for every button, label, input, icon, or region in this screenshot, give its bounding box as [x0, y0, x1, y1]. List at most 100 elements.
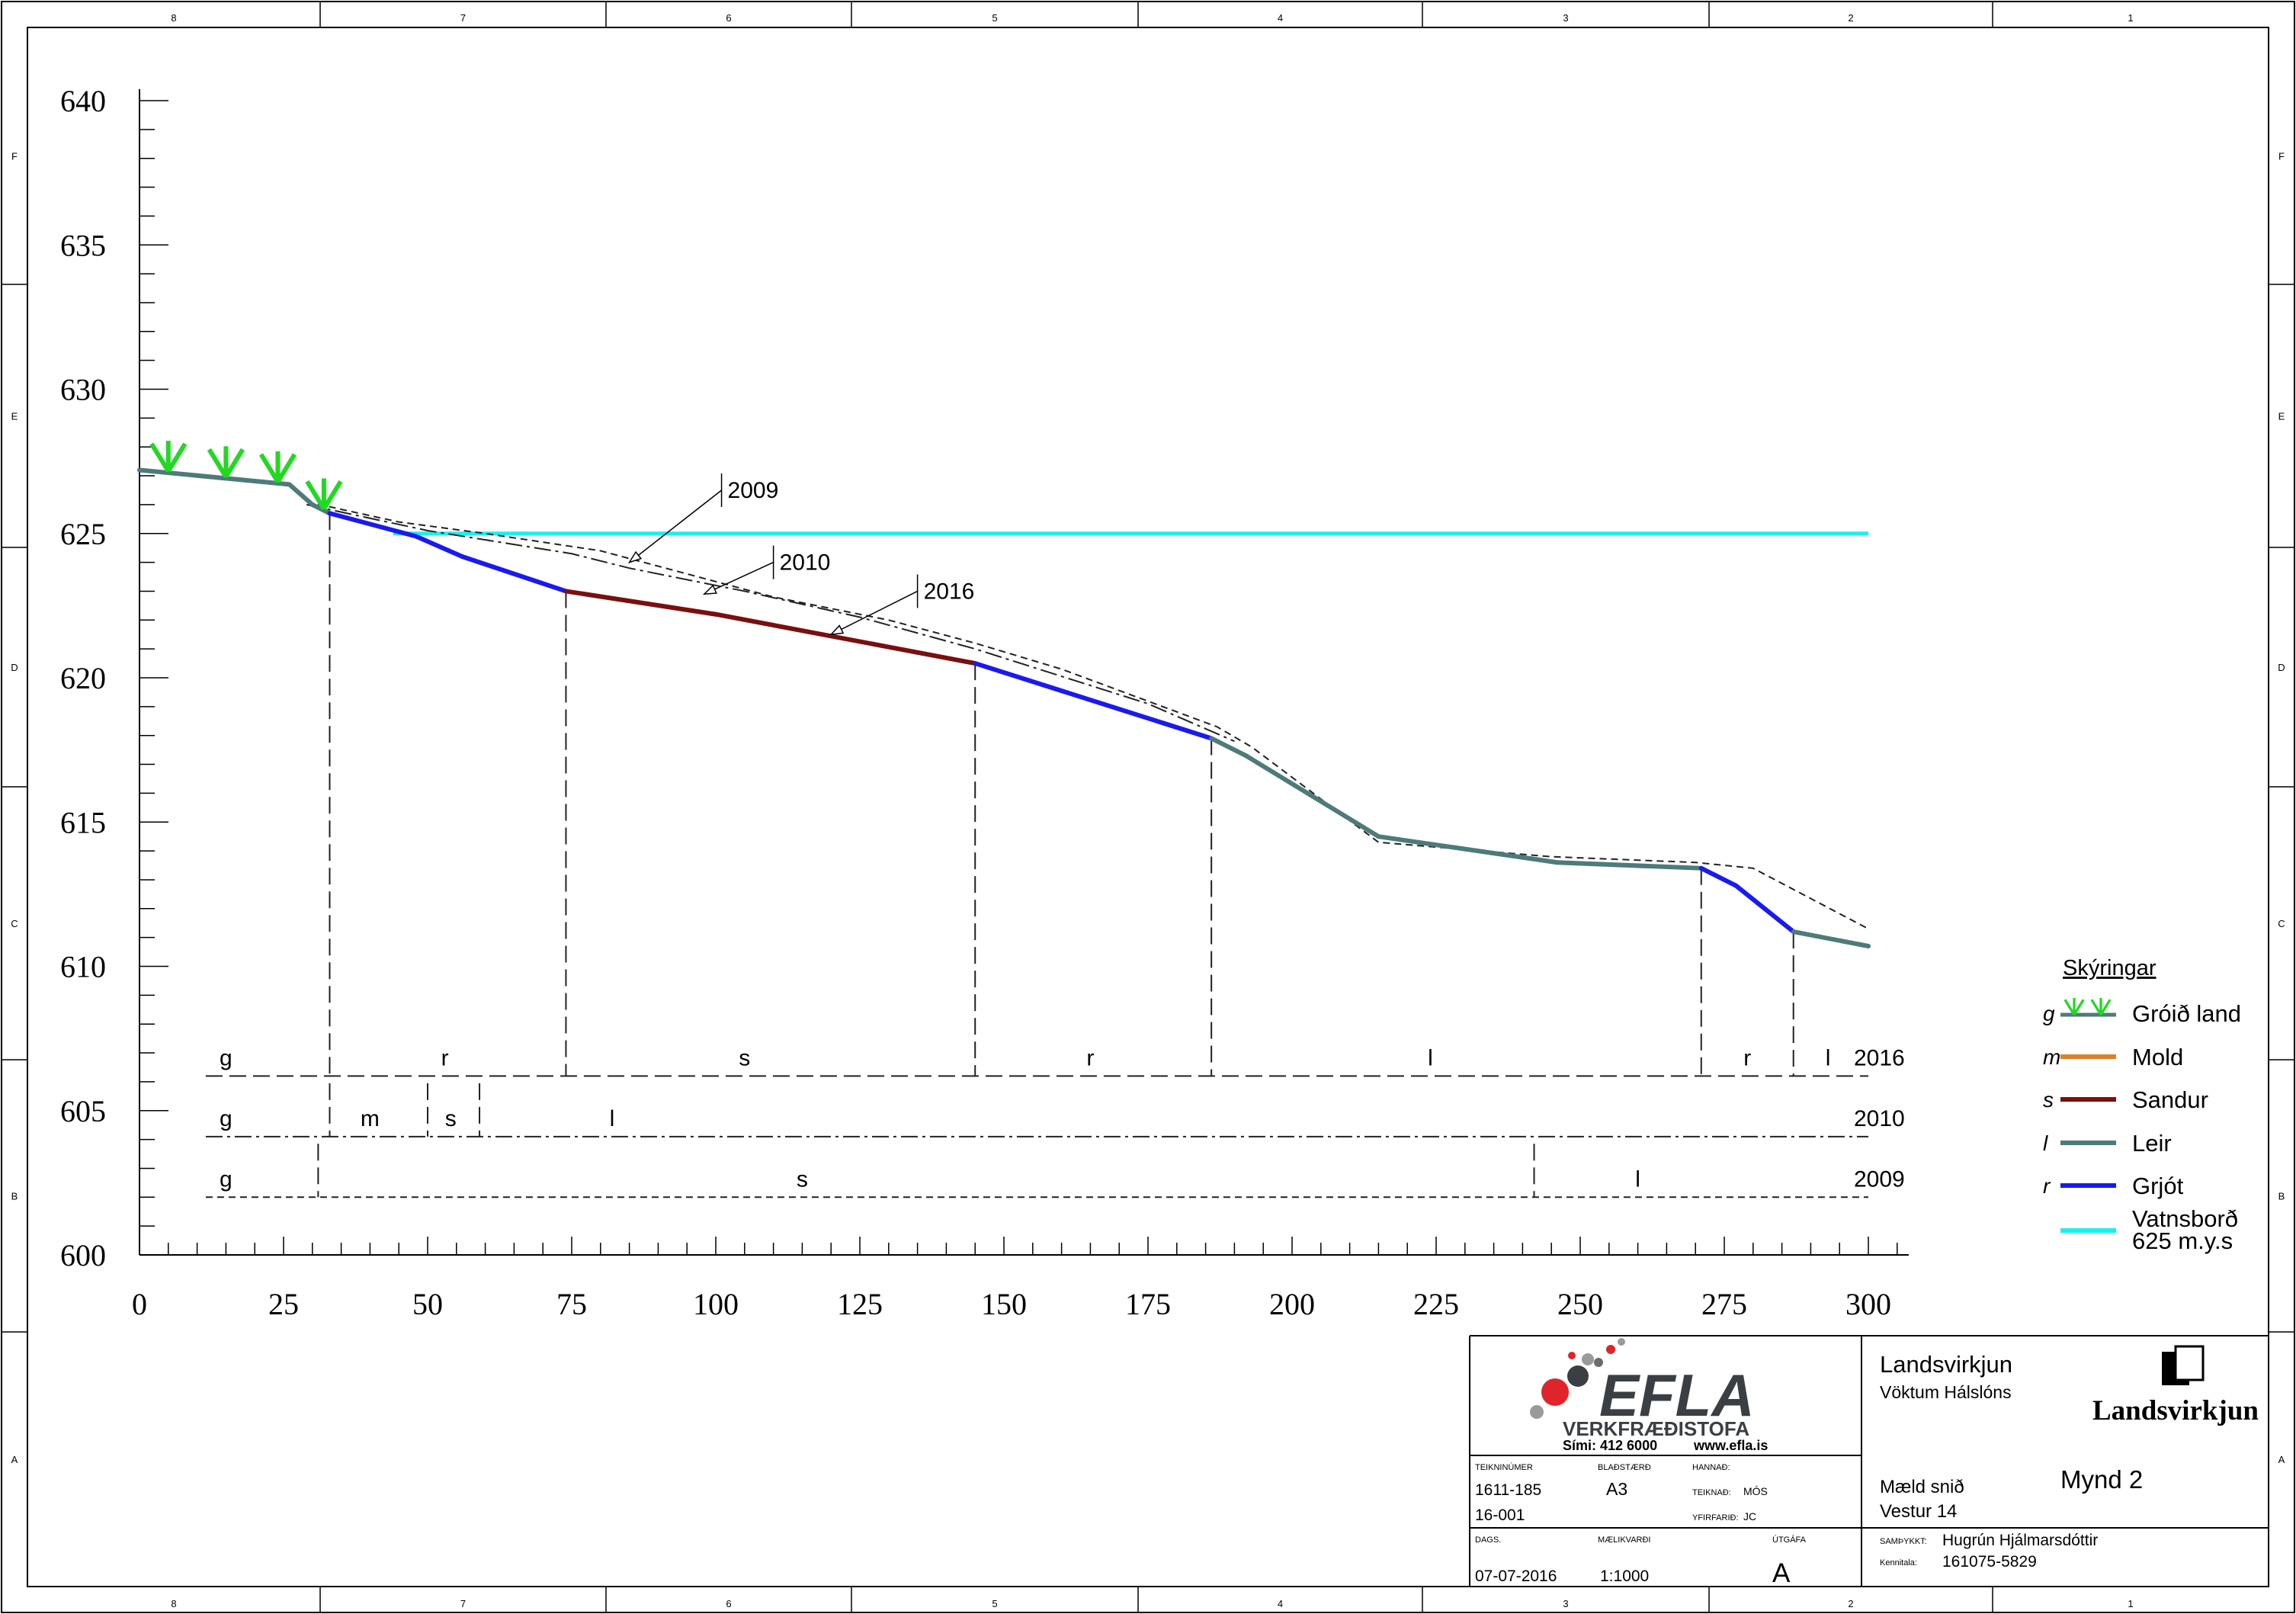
legend-title: Skýringar: [2063, 956, 2157, 980]
strata-label: g: [220, 1106, 232, 1131]
year-callouts: 2009 2010 2016: [627, 473, 975, 636]
teikninumer-1: 1611-185: [1475, 1481, 1541, 1499]
vegetation-icon: [2064, 998, 2085, 1016]
drawing-title-2: Vestur 14: [1880, 1501, 1957, 1522]
profile-2016-segment: [413, 534, 465, 560]
profile-2016-segment: [973, 661, 1214, 741]
vegetation-icon: [207, 446, 245, 478]
strata-label: g: [220, 1166, 232, 1192]
legend: Skýringar g Gróið land m Mold s Sandur l Leir r G…: [2043, 956, 2241, 1254]
legend-label: Vatnsborð: [2132, 1205, 2238, 1232]
callout-label: 2016: [924, 579, 975, 604]
profile-2010: [306, 503, 1235, 743]
frame-col-label-top: 5: [992, 12, 997, 24]
legend-code: r: [2043, 1174, 2051, 1198]
strata-rows: g r s r l r l 2016 g m s l 2010 g s l 2009: [205, 513, 1905, 1198]
frame-col-label-top: 4: [1278, 12, 1283, 24]
samthykkt-label: SAMÞYKKT:: [1880, 1537, 1927, 1546]
legend-label: Leir: [2132, 1130, 2172, 1157]
chart-axes: 600 605 610 615 620 625 630 635 640 0 25 50 75 100 125…: [60, 84, 1909, 1321]
profile-2016-segment: [309, 502, 332, 516]
frame-row-label-right: E: [2278, 411, 2285, 422]
efla-phone: Sími: 412 6000: [1563, 1438, 1657, 1453]
y-tick-label: 605: [60, 1094, 106, 1128]
profile-2016-segment: [1733, 883, 1796, 935]
legend-code: s: [2043, 1088, 2054, 1112]
frame-col-label-bottom: 8: [171, 1598, 176, 1609]
y-tick-label: 630: [60, 373, 106, 407]
strata-label: r: [1743, 1045, 1751, 1070]
samthykkt-value: Hugrún Hjálmarsdóttir: [1942, 1532, 2098, 1549]
teiknad-value: MÓS: [1743, 1485, 1768, 1497]
efla-logo-subtitle: VERKFRÆÐISTOFA: [1563, 1417, 1749, 1440]
x-tick-label: 275: [1701, 1287, 1747, 1321]
legend-code: g: [2043, 1002, 2055, 1025]
callout-label: 2010: [780, 550, 831, 576]
x-tick-label: 75: [556, 1287, 587, 1321]
profile-2016-segment: [1376, 834, 1560, 865]
frame-col-label-top: 6: [726, 12, 731, 24]
utgafa-value: A: [1772, 1558, 1791, 1588]
utgafa-label: ÚTGÁFA: [1772, 1535, 1807, 1545]
yfirfarid-label: YFIRFARIÐ:: [1692, 1513, 1739, 1523]
maelikvardi-label: MÆLIKVARÐI: [1598, 1535, 1650, 1545]
x-tick-label: 150: [981, 1287, 1027, 1321]
frame-col-label-bottom: 5: [992, 1598, 997, 1609]
teiknad-label: TEIKNAÐ:: [1692, 1488, 1731, 1497]
profile-2016-segment: [327, 511, 418, 539]
drawing-title-1: Mæld snið: [1880, 1477, 1964, 1497]
y-tick-label: 625: [60, 517, 106, 551]
legend-label: Sandur: [2132, 1086, 2208, 1113]
bladstaerd-value: A3: [1606, 1479, 1627, 1499]
y-tick-label: 615: [60, 805, 106, 839]
strata-label: l: [1635, 1166, 1640, 1192]
frame-row-label-left: C: [11, 918, 18, 929]
callout-arrowhead: [627, 550, 643, 563]
y-tick-label: 635: [60, 228, 106, 262]
strata-label: g: [220, 1045, 232, 1070]
dags-value: 07-07-2016: [1475, 1567, 1557, 1585]
landsvirkjun-logo-text: Landsvirkjun: [2092, 1395, 2259, 1426]
efla-logo: EFLA VERKFRÆÐISTOFA Sími: 412 6000 www.e…: [1530, 1338, 1768, 1453]
callout-leader: [830, 590, 918, 635]
strata-year-label: 2010: [1854, 1106, 1905, 1131]
teikninumer-label: TEIKNINÚMER: [1475, 1462, 1533, 1472]
x-tick-label: 25: [268, 1287, 299, 1321]
vegetation-icon: [258, 451, 297, 483]
yfirfarid-value: JC: [1743, 1510, 1756, 1523]
callout-leader: [704, 561, 774, 595]
legend-code: l: [2043, 1131, 2048, 1155]
profiles: [137, 467, 1871, 949]
frame-col-label-top: 3: [1563, 12, 1568, 24]
strata-label: l: [1826, 1045, 1831, 1070]
strata-year-label: 2016: [1854, 1045, 1905, 1070]
kennitala-label: Kennitala:: [1880, 1558, 1917, 1567]
x-tick-label: 250: [1557, 1287, 1603, 1321]
title-block-fields: TEIKNINÚMER 1611-185 16-001 BLAÐSTÆRÐ A3…: [1475, 1462, 2143, 1588]
y-tick-label: 600: [60, 1238, 106, 1272]
frame-col-label-bottom: 6: [726, 1598, 731, 1609]
profile-2016-segment: [563, 589, 718, 617]
efla-web: www.efla.is: [1693, 1438, 1768, 1453]
dags-label: DAGS.: [1475, 1535, 1501, 1545]
frame-row-label-left: B: [11, 1191, 18, 1202]
x-tick-label: 200: [1269, 1287, 1315, 1321]
frame-row-label-right: A: [2278, 1454, 2285, 1465]
frame-row-label-right: C: [2278, 918, 2285, 929]
vegetation-icon: [305, 478, 343, 511]
strata-label: l: [610, 1106, 615, 1131]
strata-label: s: [797, 1166, 808, 1192]
frame-col-label-bottom: 7: [460, 1598, 466, 1609]
strata-label: r: [441, 1045, 449, 1070]
legend-label: Grjót: [2132, 1173, 2184, 1199]
frame-row-label-left: F: [11, 151, 18, 162]
vegetation-icon: [2090, 998, 2112, 1016]
frame-row-label-right: B: [2278, 1191, 2285, 1202]
strata-label: r: [1086, 1045, 1094, 1070]
figure-number: Mynd 2: [2060, 1465, 2143, 1494]
callout-label: 2009: [728, 478, 779, 503]
profile-2016-segment: [1698, 865, 1739, 888]
title-block-lines: [1469, 1335, 2269, 1587]
